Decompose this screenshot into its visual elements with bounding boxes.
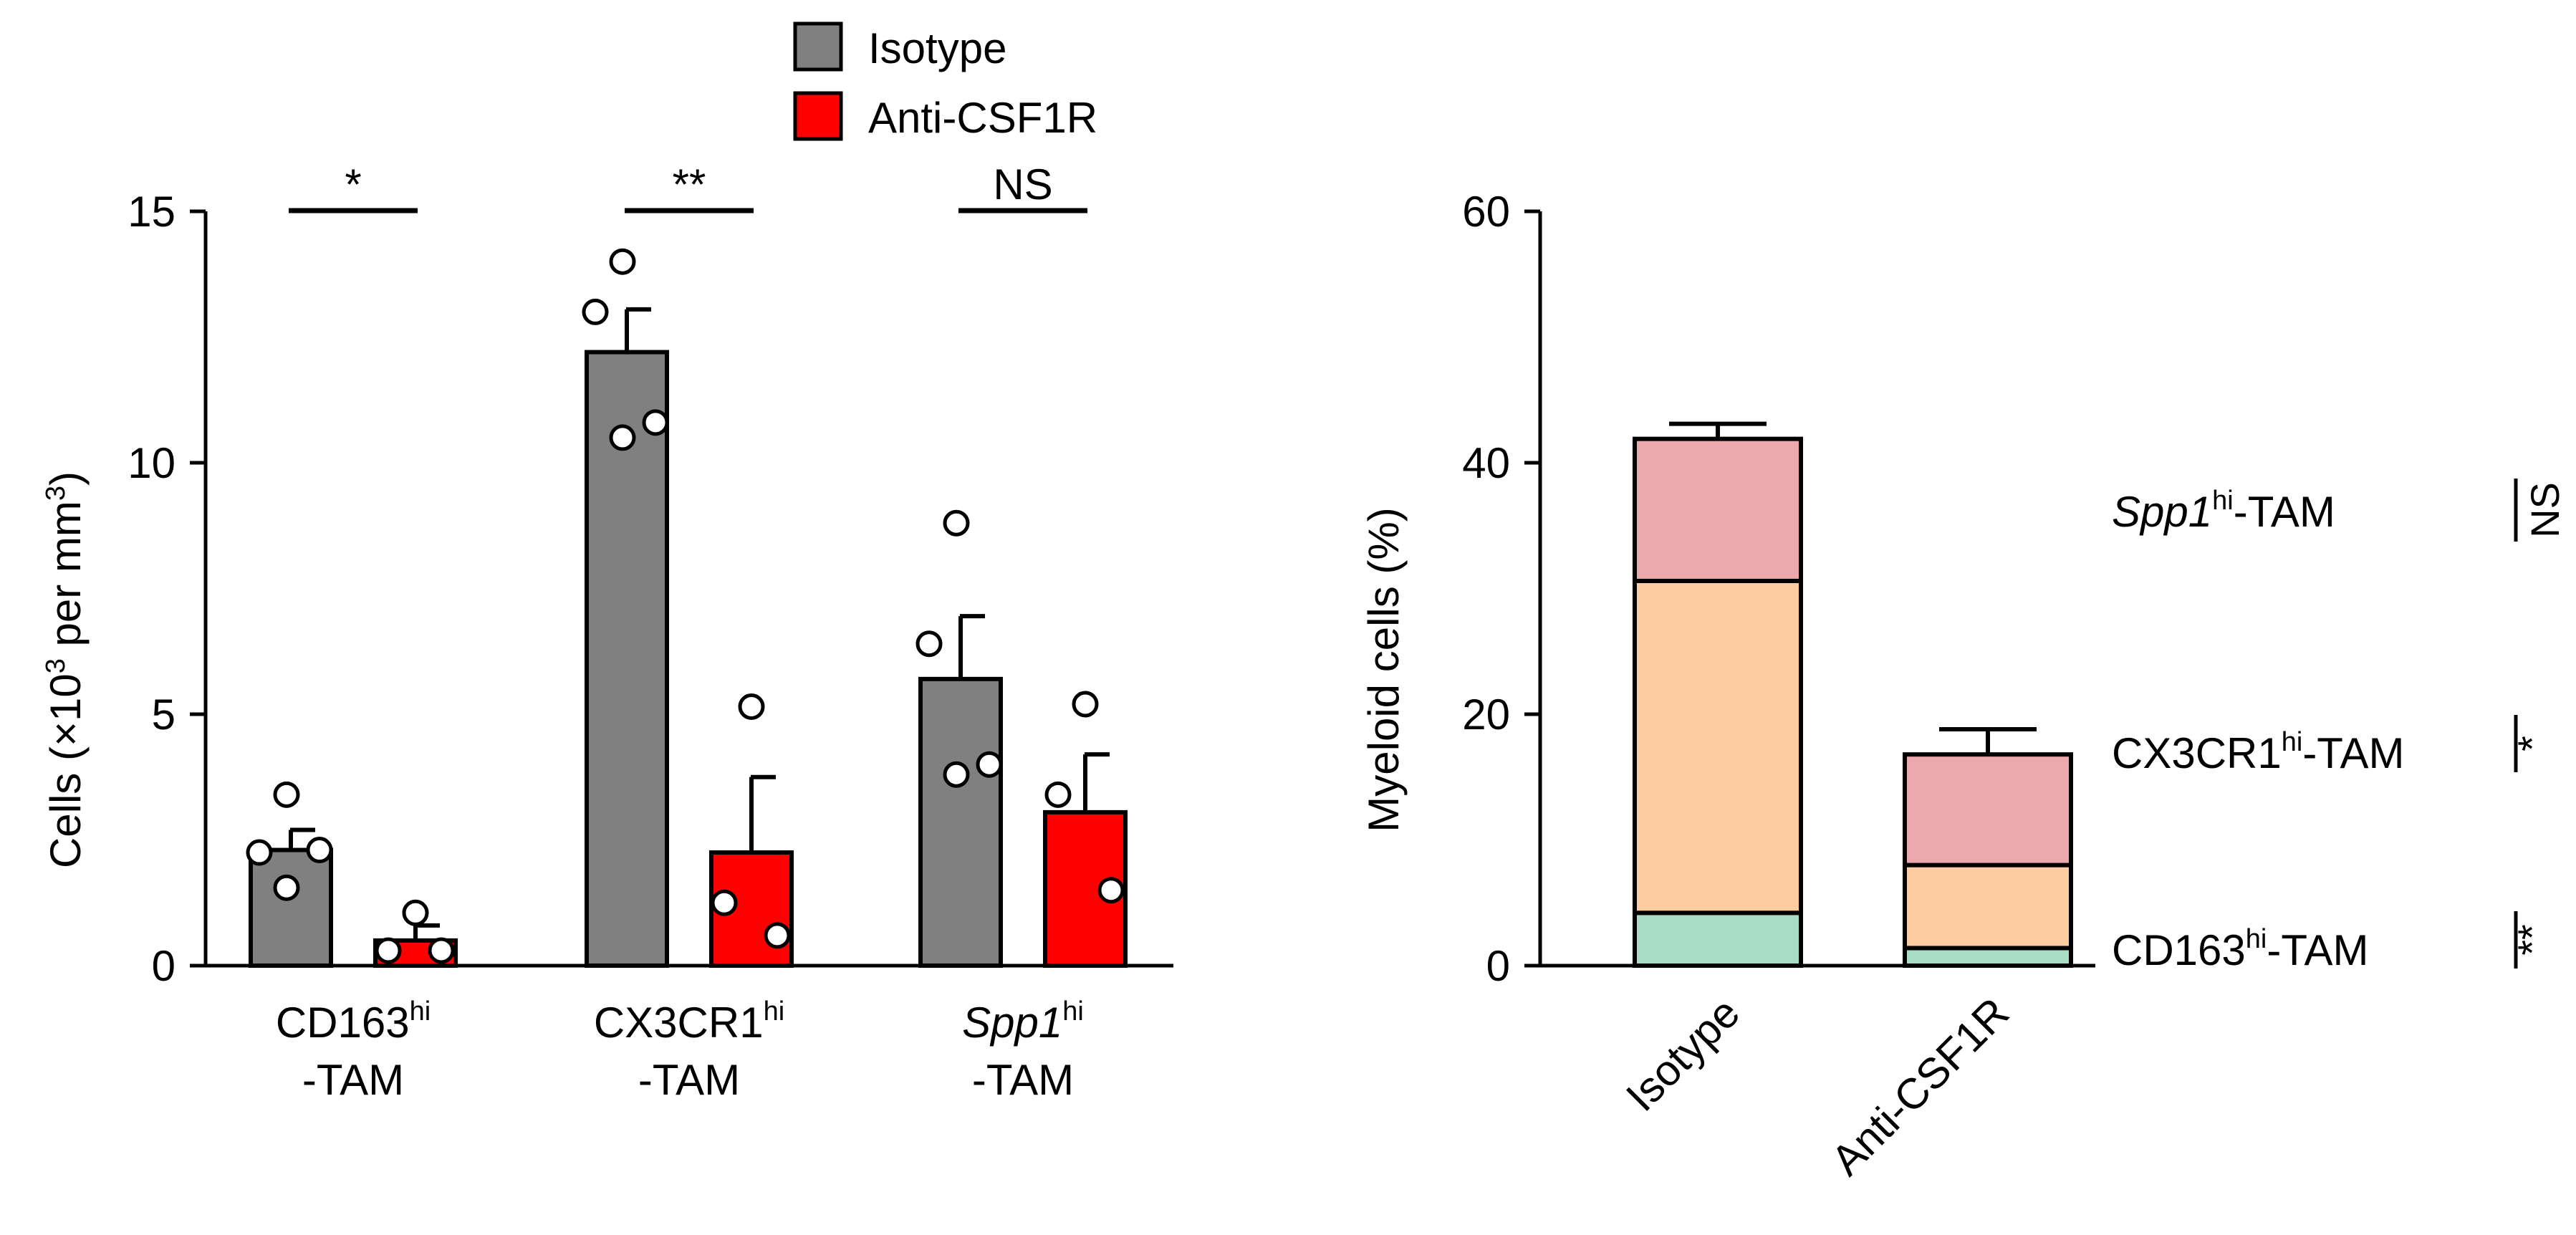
category-label-spp1: Spp1hi bbox=[962, 996, 1084, 1047]
right-series-labels: Spp1hi-TAM CX3CR1hi-TAM CD163hi-TAM bbox=[2112, 486, 2405, 974]
stack-segment-2-0 bbox=[1633, 436, 1803, 583]
data-point-1-1-0 bbox=[738, 693, 765, 720]
sig-label-0: * bbox=[345, 160, 361, 208]
legend-label-isotype: Isotype bbox=[868, 24, 1006, 72]
series-cx3cr1-end: -TAM bbox=[2302, 729, 2404, 777]
data-point-0-0-1 bbox=[246, 839, 273, 866]
data-point-0-2-1 bbox=[915, 630, 943, 658]
series-cd163-end: -TAM bbox=[2267, 926, 2368, 974]
sig-label-2: NS bbox=[993, 160, 1052, 208]
data-point-0-1-1 bbox=[582, 298, 609, 325]
data-point-0-2-3 bbox=[943, 761, 970, 788]
category-cd163-line2: -TAM bbox=[302, 1056, 404, 1104]
right-y-axis-label: Myeloid cells (%) bbox=[1360, 507, 1408, 832]
category-cx3cr1-line2: -TAM bbox=[638, 1056, 740, 1104]
data-point-0-1-0 bbox=[609, 248, 636, 275]
left-significance: * ** NS bbox=[289, 160, 1087, 213]
right-y-tick-label-0: 0 bbox=[1486, 942, 1510, 990]
data-point-1-2-0 bbox=[1072, 691, 1099, 718]
left-points bbox=[246, 248, 1125, 964]
left-category-labels: CD163hi -TAM CX3CR1hi -TAM Spp1hi -TAM bbox=[276, 996, 1084, 1104]
stack-segment-0-1 bbox=[1903, 946, 2073, 969]
series-spp1-sup: hi bbox=[2212, 486, 2234, 516]
series-spp1-main: Spp1 bbox=[2112, 488, 2212, 536]
right-stacked-chart: Myeloid cells (%) 0 20 40 60 Isotype Anti-C… bbox=[1360, 188, 2567, 1185]
category-label-cd163: CD163hi bbox=[276, 996, 431, 1047]
series-cx3cr1-sup: hi bbox=[2282, 727, 2303, 757]
right-category-anti-csf1r: Anti-CSF1R bbox=[1822, 989, 2018, 1185]
left-y-label-mid: per mm bbox=[42, 501, 90, 658]
series-label-cd163: CD163hi-TAM bbox=[2112, 924, 2369, 974]
data-point-0-1-2 bbox=[642, 409, 669, 436]
data-point-1-0-0 bbox=[402, 899, 429, 926]
data-point-0-2-0 bbox=[943, 509, 970, 537]
legend-entry-anti-csf1r: Anti-CSF1R bbox=[793, 91, 1097, 142]
left-y-tick-label-0: 0 bbox=[152, 942, 176, 990]
right-y-tick-label-1: 20 bbox=[1462, 691, 1510, 739]
category-cd163-sup: hi bbox=[410, 996, 431, 1027]
right-significance: NS * ** bbox=[2509, 479, 2567, 969]
category-spp1-sup: hi bbox=[1062, 996, 1084, 1027]
category-label-cx3cr1: CX3CR1hi bbox=[594, 996, 784, 1047]
bar-isotype-2 bbox=[918, 676, 1003, 968]
data-point-0-2-2 bbox=[976, 751, 1003, 778]
left-y-label-sup2: 3 bbox=[41, 486, 71, 501]
left-y-axis-label: Cells (×103 per mm3) bbox=[41, 471, 90, 868]
sig-label-cd163: ** bbox=[2509, 924, 2555, 956]
right-stacked-bars bbox=[1633, 421, 2073, 969]
sig-label-cx3cr1: * bbox=[2509, 736, 2555, 751]
stack-segment-1-1 bbox=[1903, 862, 2073, 951]
category-cx3cr1-sup: hi bbox=[764, 996, 785, 1027]
data-point-0-0-2 bbox=[306, 837, 333, 864]
bar-isotype-0 bbox=[249, 847, 333, 969]
series-cd163-sup: hi bbox=[2246, 924, 2267, 954]
category-cd163-main: CD163 bbox=[276, 999, 410, 1047]
right-y-ticks: 0 20 40 60 bbox=[1462, 188, 1540, 990]
data-point-1-0-1 bbox=[375, 937, 402, 964]
legend: Isotype Anti-CSF1R bbox=[793, 21, 1097, 142]
right-category-isotype: Isotype bbox=[1617, 989, 1749, 1120]
sig-label-1: ** bbox=[673, 160, 706, 208]
sig-label-spp1: NS bbox=[2522, 482, 2567, 538]
category-spp1-main: Spp1 bbox=[962, 999, 1062, 1047]
stack-segment-2-1 bbox=[1903, 752, 2073, 868]
data-point-1-2-2 bbox=[1097, 877, 1125, 904]
left-bars bbox=[249, 307, 1128, 969]
stack-segment-0-0 bbox=[1633, 910, 1803, 969]
legend-swatch-isotype bbox=[793, 21, 843, 72]
legend-label-anti-csf1r: Anti-CSF1R bbox=[868, 94, 1097, 142]
category-spp1-line2: -TAM bbox=[972, 1056, 1074, 1104]
series-cx3cr1-main: CX3CR1 bbox=[2112, 729, 2282, 777]
data-point-0-0-0 bbox=[273, 781, 300, 808]
series-cd163-main: CD163 bbox=[2112, 926, 2246, 974]
data-point-0-1-3 bbox=[609, 424, 636, 451]
right-y-tick-label-2: 40 bbox=[1462, 439, 1510, 487]
left-y-label-close: ) bbox=[42, 471, 90, 486]
data-point-0-0-3 bbox=[273, 874, 300, 901]
left-y-tick-label-1: 5 bbox=[152, 691, 176, 739]
series-label-spp1: Spp1hi-TAM bbox=[2112, 486, 2335, 536]
data-point-1-1-2 bbox=[764, 922, 791, 949]
left-y-tick-label-3: 15 bbox=[128, 188, 176, 236]
legend-entry-isotype: Isotype bbox=[793, 21, 1006, 72]
series-spp1-end: -TAM bbox=[2234, 488, 2335, 536]
legend-swatch-anti-csf1r bbox=[793, 91, 843, 141]
left-y-label-main: Cells (×10 bbox=[42, 673, 90, 868]
left-y-ticks: 0 5 10 15 bbox=[128, 188, 206, 990]
category-cx3cr1-main: CX3CR1 bbox=[594, 999, 764, 1047]
data-point-1-2-1 bbox=[1044, 781, 1072, 808]
left-y-label-sup: 3 bbox=[41, 658, 71, 673]
right-category-labels: Isotype Anti-CSF1R bbox=[1617, 989, 2018, 1185]
left-y-tick-label-2: 10 bbox=[128, 439, 176, 487]
series-label-cx3cr1: CX3CR1hi-TAM bbox=[2112, 727, 2405, 777]
data-point-1-1-1 bbox=[711, 889, 738, 916]
right-y-tick-label-3: 60 bbox=[1462, 188, 1510, 236]
stack-segment-1-0 bbox=[1633, 578, 1803, 916]
data-point-1-0-2 bbox=[428, 937, 455, 964]
